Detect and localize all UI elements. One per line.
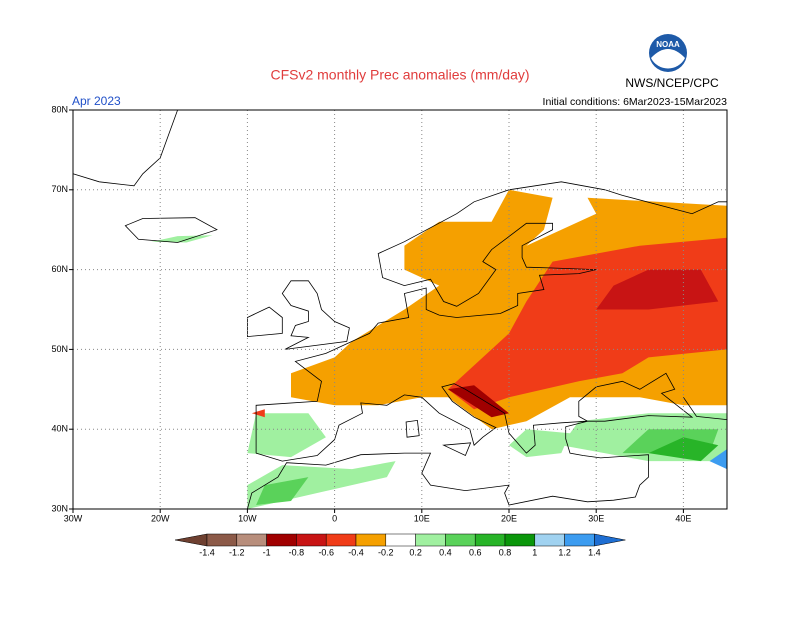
colorbar-box	[236, 533, 267, 547]
coastline	[405, 419, 420, 438]
lon-label: 30E	[588, 513, 604, 523]
lat-label: 50N	[51, 344, 68, 354]
lat-label: 30N	[51, 503, 68, 513]
colorbar-label: 1.2	[558, 547, 571, 557]
lat-label: 60N	[51, 264, 68, 274]
colorbar-box	[355, 533, 387, 547]
lon-label: 40E	[675, 513, 691, 523]
colorbar-label: 1	[532, 547, 537, 557]
coastline	[683, 397, 728, 420]
lat-label: 70N	[51, 184, 68, 194]
colorbar-box	[564, 533, 595, 547]
colorbar-box	[415, 533, 446, 547]
colorbar-box	[445, 533, 476, 547]
colorbar-label: 1.4	[588, 547, 601, 557]
lon-label: 20W	[151, 513, 170, 523]
month: Apr 2023	[72, 94, 121, 108]
anomaly-area	[151, 235, 213, 243]
lon-label: 30W	[64, 513, 83, 523]
colorbar-label: 0.6	[469, 547, 482, 557]
colorbar-box	[325, 533, 357, 547]
lat-label: 40N	[51, 424, 68, 434]
colorbar-box	[474, 533, 506, 547]
logo-text: NOAA	[656, 40, 680, 49]
initial-conditions: Initial conditions: 6Mar2023-15Mar2023	[543, 96, 728, 108]
lon-label: 20E	[501, 513, 517, 523]
colorbar-box	[534, 533, 565, 547]
logo-wave	[651, 49, 685, 69]
coastline	[255, 181, 727, 454]
lon-label: 0	[332, 513, 337, 523]
coastlines	[72, 109, 728, 510]
anomaly-area	[247, 413, 326, 458]
coastline	[72, 109, 178, 187]
coastline	[247, 372, 694, 510]
colorbar-label: -0.8	[289, 547, 305, 557]
anomaly-area	[709, 449, 727, 470]
colorbar-box	[266, 533, 297, 547]
colorbar-label: 0.4	[439, 547, 452, 557]
lon-label: 10E	[414, 513, 430, 523]
anomaly-area	[596, 269, 719, 310]
anomaly-area	[256, 477, 309, 505]
anomaly-field	[151, 189, 727, 509]
colorbar-arrow	[174, 533, 208, 547]
lat-label: 80N	[51, 104, 68, 114]
lon-label: 10W	[238, 513, 257, 523]
colorbar-box	[385, 533, 416, 547]
anomaly-area	[448, 385, 509, 418]
colorbar-label: -1.4	[199, 547, 215, 557]
colorbar-label: -1.2	[229, 547, 245, 557]
coastline	[124, 217, 218, 243]
colorbar-label: -0.4	[348, 547, 364, 557]
colorbar-arrow	[594, 533, 626, 547]
coastline	[442, 442, 472, 457]
colorbar-label: 0.8	[499, 547, 512, 557]
coastline	[281, 280, 350, 350]
colorbar: -1.4 -1.2 -1 -0.8 -0.6 -0.4 -0.2 0.2 0.4 0.6 0.8 1 1…	[174, 533, 626, 557]
colorbar-box	[296, 533, 327, 547]
colorbar-label: -0.2	[378, 547, 394, 557]
anomaly-area	[251, 409, 265, 418]
anomaly-area	[648, 437, 719, 462]
map-frame	[72, 109, 728, 510]
colorbar-box	[504, 533, 536, 547]
coastline	[246, 306, 283, 338]
colorbar-label: 0.2	[409, 547, 422, 557]
colorbar-box	[206, 533, 238, 547]
colorbar-label: -0.6	[318, 547, 334, 557]
agency: NWS/NCEP/CPC	[625, 76, 719, 90]
title: CFSv2 monthly Prec anomalies (mm/day)	[270, 67, 529, 83]
colorbar-label: -1	[263, 547, 271, 557]
